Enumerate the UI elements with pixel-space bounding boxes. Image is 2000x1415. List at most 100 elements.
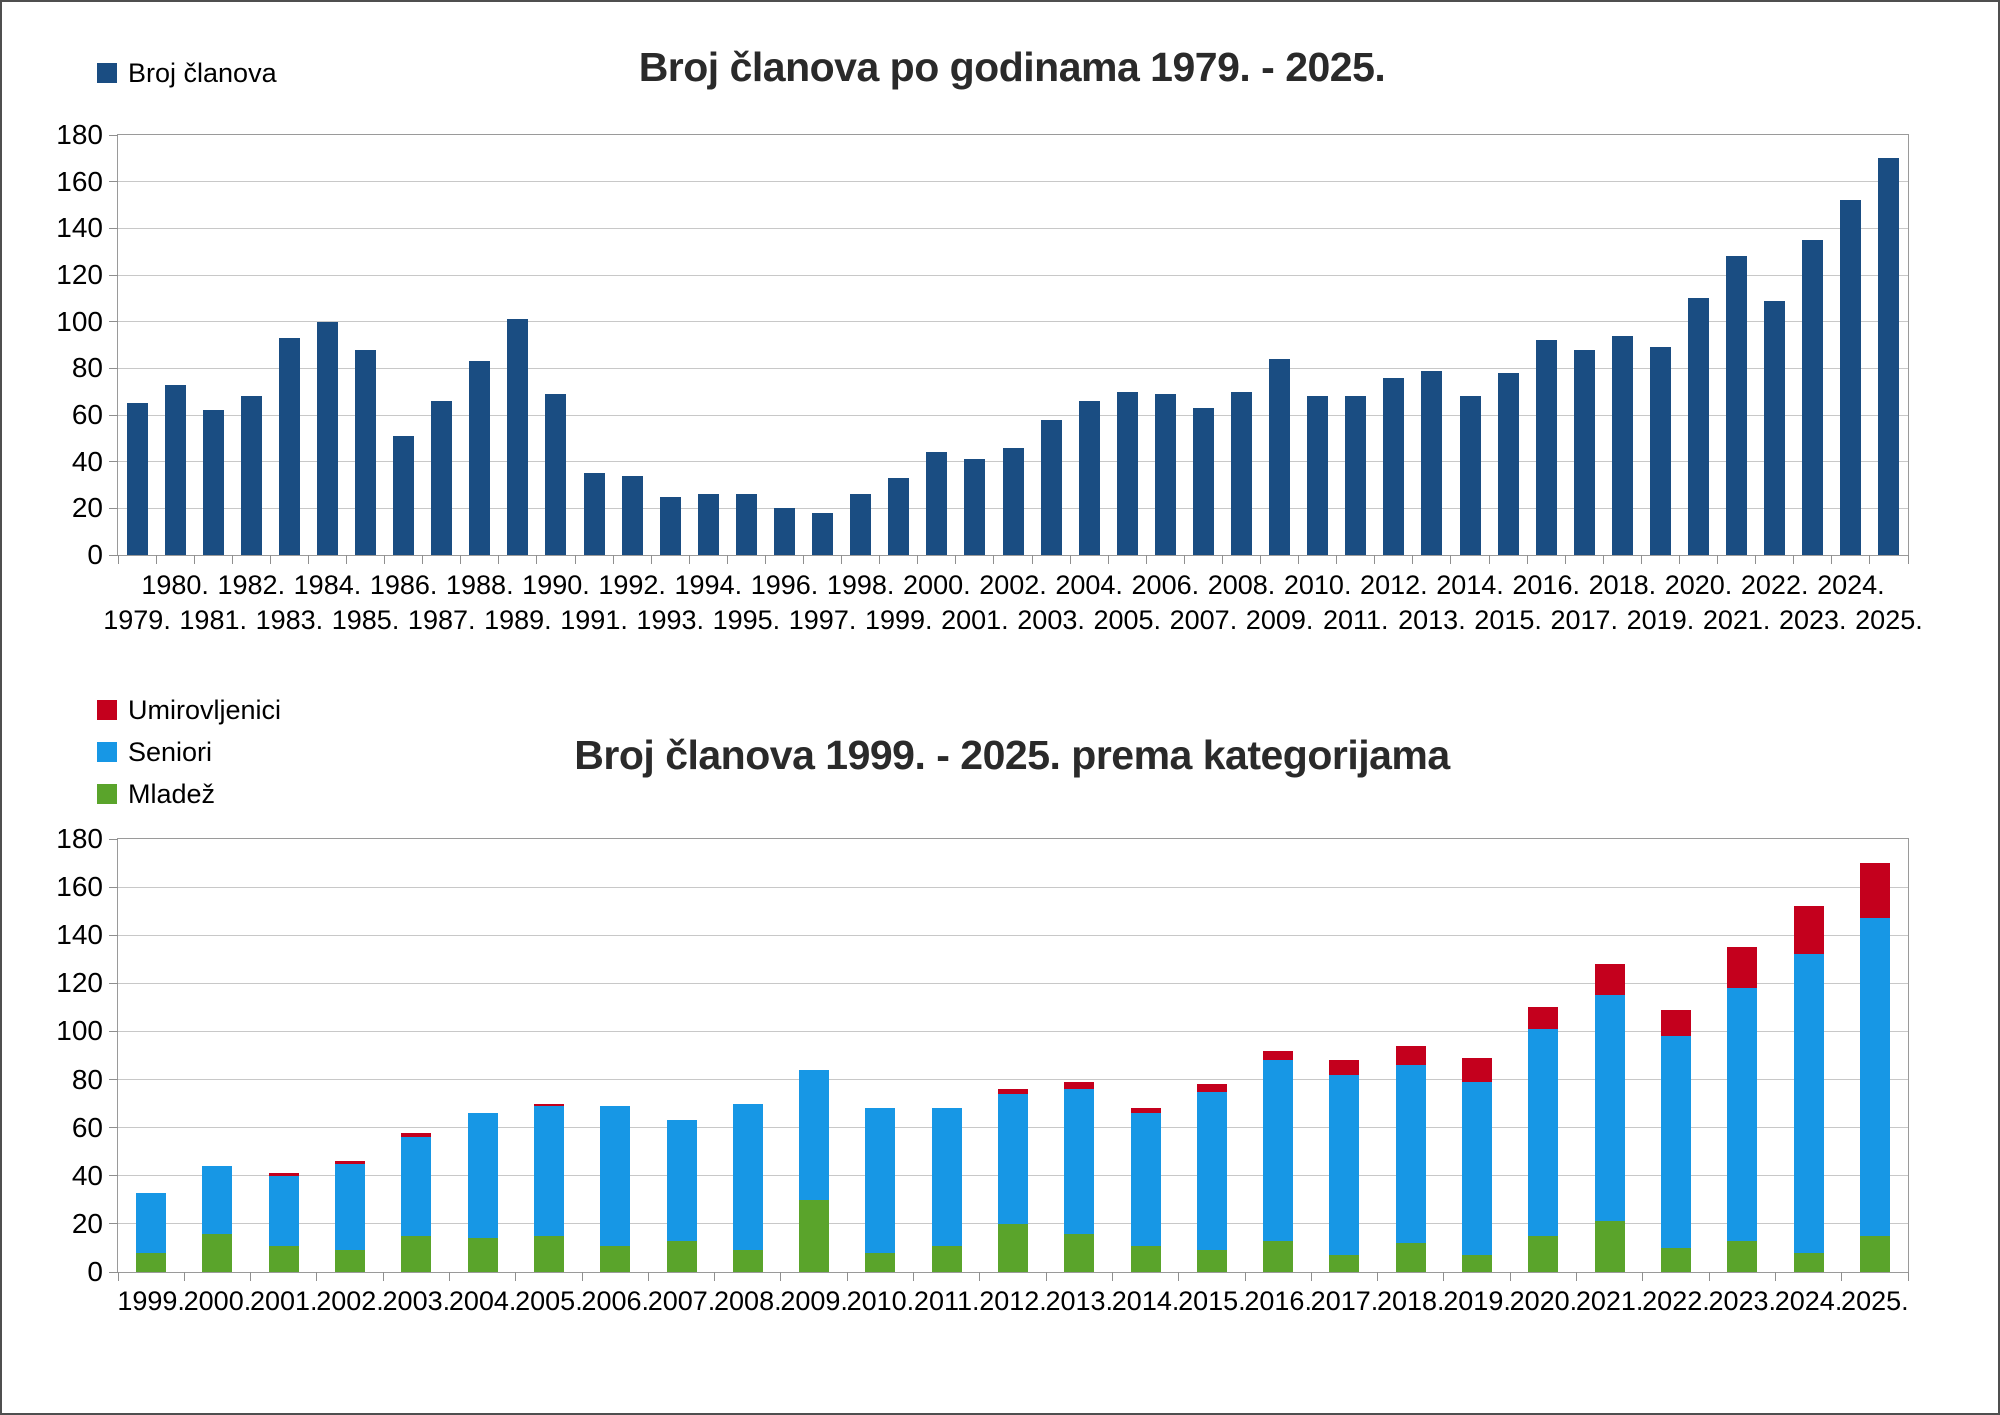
bar-2013-seniori (1064, 1089, 1095, 1234)
x-axis-label-1987: 1987. (407, 605, 476, 635)
bar-2015-seniori (1196, 1091, 1227, 1251)
bar-2024-seniori (1793, 954, 1824, 1253)
bar-1996-brojlanova (773, 508, 795, 555)
gridline-100 (118, 321, 1908, 323)
bar-2018-umirovljenici (1395, 1045, 1426, 1066)
bar-1993-brojlanova (659, 496, 681, 555)
x-axis-label-2002: 2002. (316, 1286, 384, 1316)
x-axis-label-2023: 2023. (1708, 1286, 1777, 1316)
bar-2019-brojlanova (1649, 347, 1671, 555)
x-axis-tick (1178, 1272, 1180, 1281)
bar-2014-seniori (1130, 1113, 1161, 1246)
bar-2022-umirovljenici (1660, 1009, 1691, 1037)
x-axis-label-2008: 2008. (714, 1286, 782, 1316)
x-axis-tick (1336, 555, 1338, 564)
bar-2002-umirovljenici (335, 1161, 366, 1164)
legend-swatch-icon (97, 742, 117, 762)
bar-2021-umirovljenici (1594, 964, 1625, 996)
y-axis-label-40: 40 (71, 1159, 103, 1191)
x-axis-label-2010: 2010. (1283, 570, 1352, 600)
x-axis-label-1991: 1991. (560, 605, 628, 635)
bar-2003-seniori (401, 1137, 432, 1236)
y-axis-label-100: 100 (56, 1015, 103, 1047)
x-axis-tick (1717, 555, 1719, 564)
x-axis-tick (993, 555, 995, 564)
bar-2013-umirovljenici (1064, 1081, 1095, 1090)
bar-2023-brojlanova (1802, 240, 1824, 555)
y-axis-label-100: 100 (56, 305, 103, 337)
bar-2003-umirovljenici (401, 1132, 432, 1138)
y-axis-label-20: 20 (71, 1207, 103, 1239)
x-axis-tick (846, 1272, 848, 1281)
x-axis-label-2018: 2018. (1376, 1286, 1445, 1316)
bar-2002-brojlanova (1002, 447, 1024, 555)
y-axis-tick (109, 1223, 118, 1225)
x-axis-tick (955, 555, 957, 564)
top-chart-plot-area: 0 20 40 60 80 100 120 140 160 180 1979. 1980. 1981. 1… (56, 119, 1922, 635)
bar-1983-brojlanova (278, 338, 300, 555)
y-axis-tick (109, 1271, 118, 1273)
bar-2005-mlade (533, 1235, 564, 1272)
x-axis-tick (979, 1272, 981, 1281)
bar-1980-brojlanova (164, 384, 186, 555)
bar-2020-umirovljenici (1528, 1007, 1559, 1030)
y-axis-label-140: 140 (56, 212, 103, 244)
bar-2008-seniori (732, 1103, 763, 1251)
y-axis-tick (109, 227, 118, 229)
bar-1994-brojlanova (697, 494, 719, 555)
x-axis-label-1983: 1983. (255, 605, 324, 635)
bar-1988-brojlanova (469, 361, 491, 555)
y-axis-tick (109, 1030, 118, 1032)
x-axis-label-1999: 1999. (117, 1286, 185, 1316)
bar-2008-brojlanova (1231, 391, 1252, 555)
x-axis-label-2015: 2015. (1474, 605, 1542, 635)
bar-2016-seniori (1263, 1060, 1294, 1241)
bar-2025-mlade (1859, 1235, 1890, 1272)
x-axis-tick (647, 1272, 649, 1281)
bar-2016-mlade (1263, 1240, 1294, 1272)
bar-2007-seniori (666, 1120, 697, 1241)
y-axis-label-120: 120 (56, 259, 103, 290)
x-axis-tick (1488, 555, 1490, 564)
y-axis-tick (109, 1079, 118, 1081)
bar-1999-seniori (136, 1192, 167, 1253)
x-axis-label-2014: 2014. (1436, 570, 1504, 600)
bar-2000-brojlanova (926, 452, 948, 555)
x-axis-label-2007: 2007. (647, 1286, 716, 1316)
x-axis-label-1997: 1997. (788, 605, 857, 635)
x-axis-label-2019: 2019. (1626, 605, 1695, 635)
bottom-chart-plot-area: 0 20 40 60 80 100 120 140 160 180 1999. 2000. 2001. 2… (56, 823, 1909, 1316)
bar-2019-umirovljenici (1462, 1057, 1493, 1082)
bar-2017-brojlanova (1573, 349, 1595, 555)
bar-1987-brojlanova (431, 401, 453, 555)
x-axis-tick (498, 555, 500, 564)
y-axis-tick (109, 838, 118, 840)
x-axis-label-1999: 1999. (864, 605, 933, 635)
y-axis-label-120: 120 (56, 967, 103, 999)
y-axis-label-20: 20 (71, 492, 103, 524)
bar-2022-mlade (1660, 1247, 1691, 1272)
x-axis-tick (1183, 555, 1185, 564)
x-axis-tick (155, 555, 157, 564)
x-axis-tick (269, 555, 271, 564)
x-axis-label-2004: 2004. (1055, 570, 1123, 600)
x-axis-tick (183, 1272, 185, 1281)
x-axis-tick (714, 1272, 716, 1281)
bar-2013-brojlanova (1421, 370, 1443, 555)
bar-1985-brojlanova (355, 349, 377, 555)
bar-1991-brojlanova (583, 473, 605, 555)
x-axis-label-2007: 2007. (1169, 605, 1238, 635)
top-chart-title: Broj članova po godinama 1979. - 2025. (638, 44, 1386, 90)
bar-2009-seniori (799, 1069, 830, 1200)
x-axis-tick (1310, 1272, 1312, 1281)
x-axis-label-2020: 2020. (1664, 570, 1733, 600)
y-axis-label-0: 0 (87, 539, 103, 570)
x-axis-tick (803, 555, 805, 564)
bar-1990-brojlanova (545, 394, 567, 555)
x-axis-tick (574, 555, 576, 564)
x-axis-label-2005: 2005. (1093, 605, 1162, 635)
bar-2013-mlade (1064, 1233, 1095, 1272)
bar-2021-mlade (1594, 1221, 1625, 1272)
x-axis-tick (448, 1272, 450, 1281)
x-axis-label-2016: 2016. (1244, 1286, 1312, 1316)
